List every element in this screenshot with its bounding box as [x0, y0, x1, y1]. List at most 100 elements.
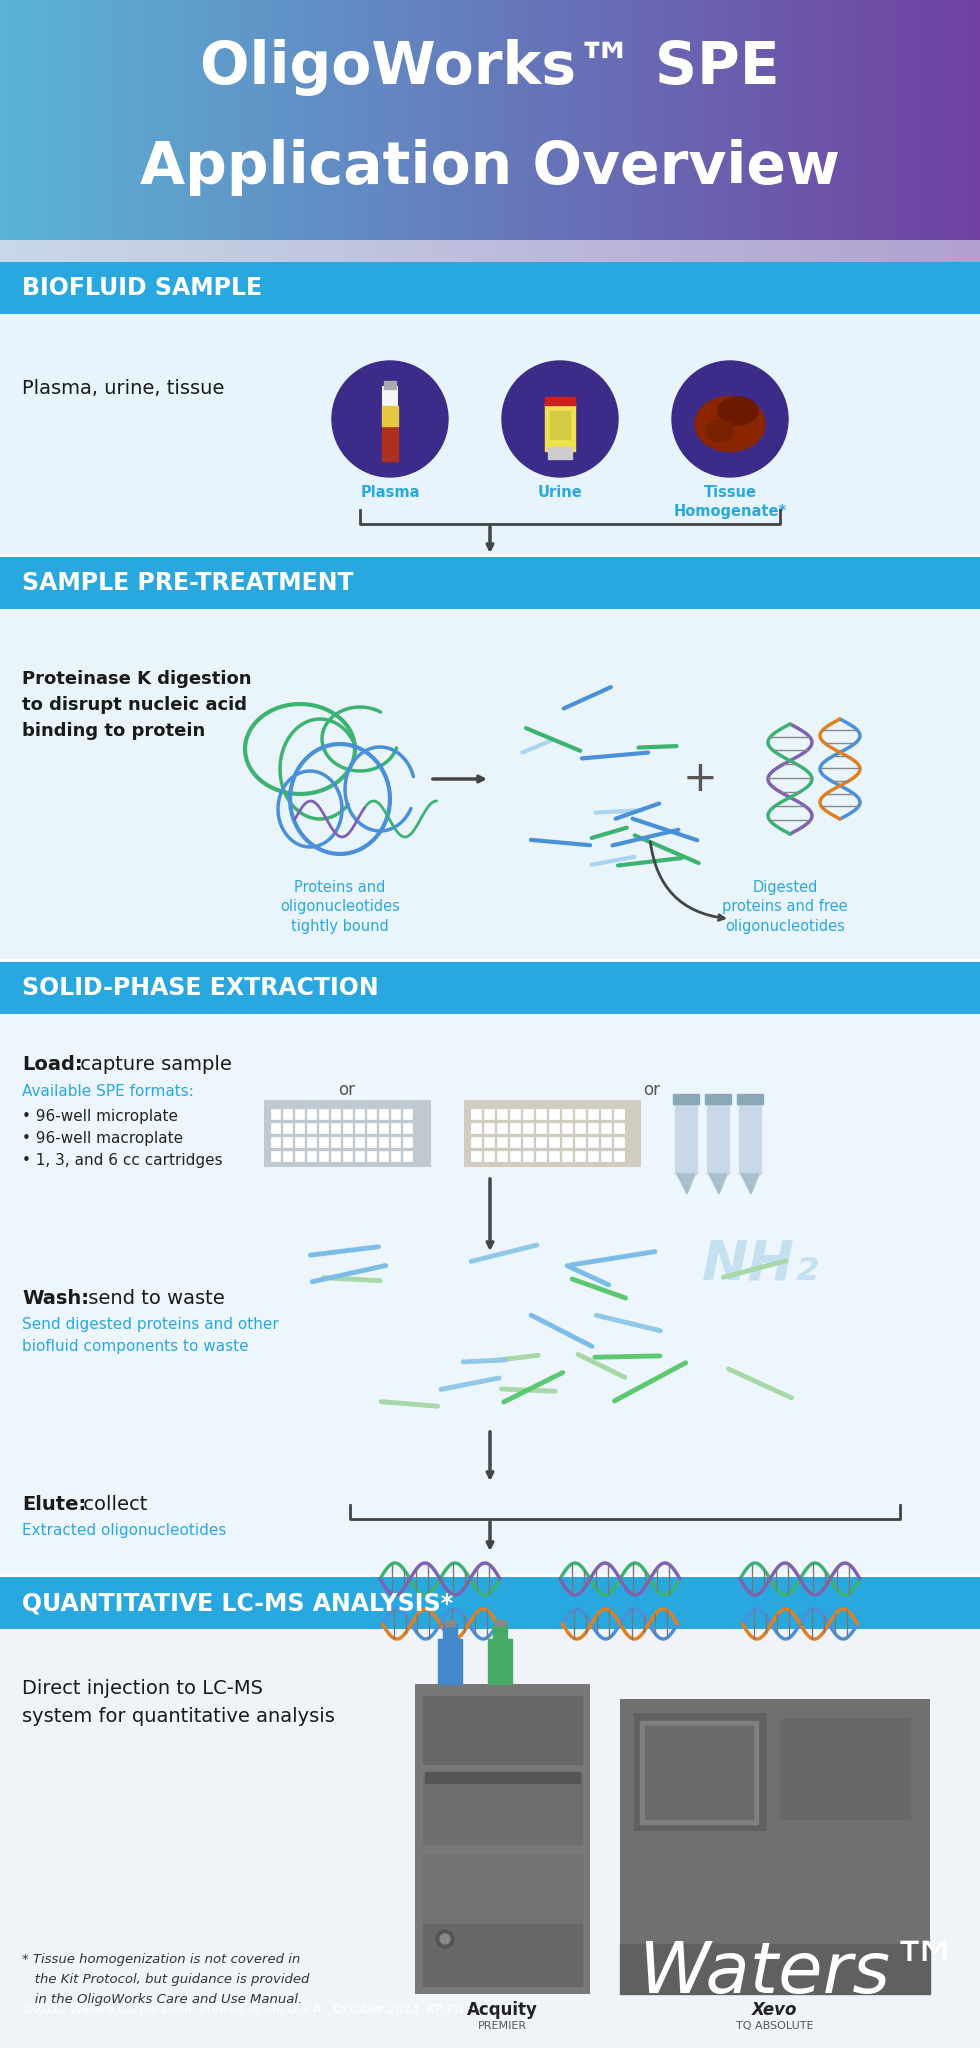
Bar	[299, 240, 305, 262]
Bar	[438, 0, 442, 240]
Bar	[39, 240, 45, 262]
Bar	[357, 1919, 362, 2048]
Bar	[973, 0, 978, 240]
Bar	[779, 240, 785, 262]
Bar	[82, 1919, 87, 2048]
Bar	[484, 1122, 494, 1133]
Bar	[441, 240, 447, 262]
Bar	[314, 0, 318, 240]
Bar	[483, 0, 488, 240]
Bar	[384, 1919, 389, 2048]
Bar	[180, 1919, 185, 2048]
Bar	[562, 1151, 572, 1161]
Bar	[666, 1919, 671, 2048]
Bar	[706, 0, 710, 240]
Bar	[695, 1952, 717, 1987]
Bar	[729, 1919, 734, 2048]
Bar	[223, 1919, 228, 2048]
Bar	[750, 240, 756, 262]
Bar	[657, 0, 661, 240]
Bar	[20, 0, 24, 240]
Bar	[505, 240, 511, 262]
Bar	[169, 1919, 173, 2048]
Bar	[882, 240, 888, 262]
Bar	[760, 1919, 765, 2048]
Bar	[475, 240, 481, 262]
Bar	[206, 240, 212, 262]
Bar	[228, 0, 233, 240]
Bar	[409, 0, 413, 240]
Bar	[333, 240, 339, 262]
Bar	[722, 0, 726, 240]
Bar	[696, 240, 702, 262]
Bar	[701, 240, 707, 262]
Bar	[823, 1919, 828, 2048]
Bar	[421, 0, 425, 240]
Bar	[764, 240, 770, 262]
Bar	[575, 0, 579, 240]
Bar	[490, 240, 496, 262]
Bar	[81, 0, 86, 240]
Bar	[423, 1774, 582, 1843]
Bar	[337, 1919, 342, 2048]
Bar	[956, 1919, 961, 2048]
Bar	[106, 1919, 111, 2048]
Bar	[209, 0, 214, 240]
Bar	[279, 240, 285, 262]
Bar	[836, 0, 841, 240]
Bar	[439, 1919, 444, 2048]
Bar	[872, 240, 878, 262]
Bar	[230, 240, 236, 262]
Bar	[29, 240, 35, 262]
Bar	[524, 240, 530, 262]
Bar	[951, 0, 955, 240]
Bar	[231, 1919, 236, 2048]
Bar	[705, 1094, 731, 1104]
Bar	[265, 1102, 430, 1165]
Bar	[153, 1919, 158, 2048]
Bar	[0, 1919, 5, 2048]
Bar	[740, 240, 746, 262]
Bar	[963, 0, 968, 240]
Bar	[804, 1919, 808, 2048]
Bar	[423, 1853, 582, 1923]
Bar	[56, 0, 60, 240]
Bar	[464, 0, 468, 240]
Bar	[392, 240, 398, 262]
Text: capture sample: capture sample	[74, 1055, 232, 1073]
Bar	[353, 0, 357, 240]
Bar	[869, 0, 873, 240]
Bar	[34, 240, 40, 262]
Bar	[134, 0, 138, 240]
Bar	[329, 1919, 334, 2048]
Bar	[5, 240, 11, 262]
Bar	[725, 240, 731, 262]
Bar	[250, 240, 256, 262]
Bar	[938, 0, 942, 240]
Bar	[377, 240, 383, 262]
Bar	[408, 1919, 413, 2048]
Text: BIOFLUID SAMPLE: BIOFLUID SAMPLE	[22, 276, 262, 299]
Bar	[510, 1122, 520, 1133]
Bar	[874, 1919, 879, 2048]
Bar	[557, 1919, 562, 2048]
Bar	[431, 240, 437, 262]
Bar	[363, 0, 367, 240]
Bar	[774, 0, 778, 240]
Bar	[655, 1919, 660, 2048]
Bar	[561, 1919, 565, 2048]
Bar	[356, 0, 361, 240]
Bar	[906, 240, 912, 262]
Bar	[407, 240, 413, 262]
Bar	[391, 1137, 400, 1147]
Bar	[968, 1919, 973, 2048]
Bar	[588, 1137, 598, 1147]
Bar	[270, 240, 275, 262]
Bar	[886, 1919, 891, 2048]
Bar	[137, 240, 143, 262]
Bar	[428, 0, 432, 240]
Bar	[686, 240, 692, 262]
Bar	[471, 1137, 481, 1147]
Bar	[108, 240, 114, 262]
Bar	[83, 240, 89, 262]
